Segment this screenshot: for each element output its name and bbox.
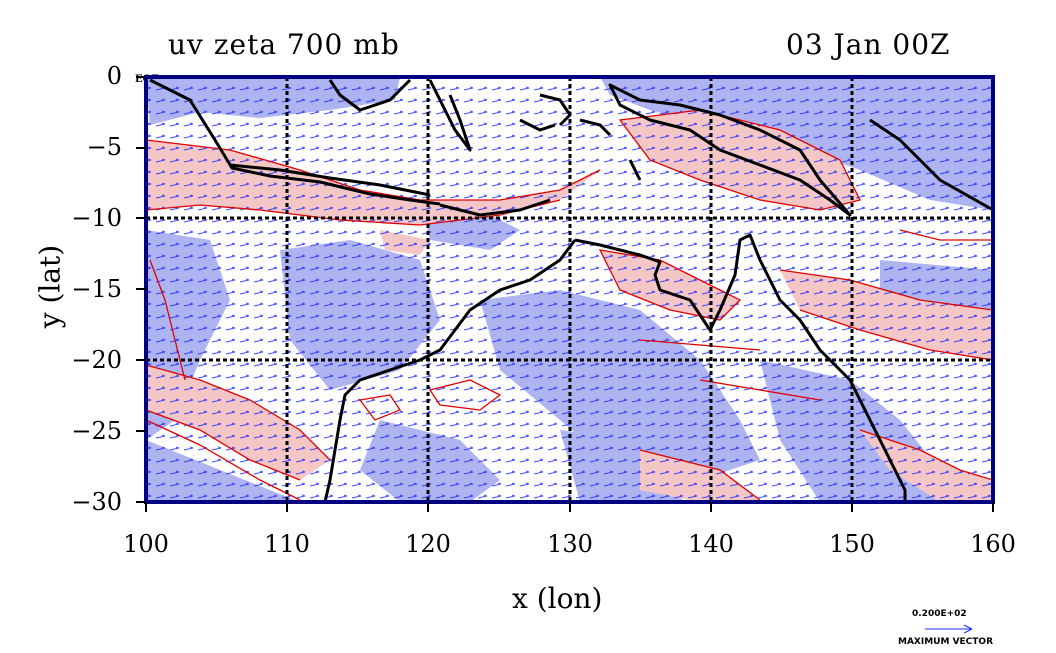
- plot-valid-time: 03 Jan 00Z: [786, 28, 951, 61]
- reference-vector-label: MAXIMUM VECTOR: [898, 637, 994, 647]
- reference-vector-arrow: [925, 624, 973, 634]
- y-tick-label: −15: [71, 275, 122, 303]
- y-axis-label: y (lat): [33, 244, 67, 329]
- y-tick-label: −20: [71, 346, 122, 374]
- x-tick-label: 120: [405, 530, 451, 558]
- y-tick-label: −25: [71, 417, 122, 445]
- y-tick-label: −5: [86, 133, 122, 161]
- x-axis-label: x (lon): [512, 582, 603, 615]
- x-tick-label: 160: [970, 530, 1016, 558]
- positive-vorticity-contours: [146, 109, 993, 501]
- x-tick-label: 150: [829, 530, 875, 558]
- y-tick-label: −10: [71, 204, 122, 232]
- tick-marks: [136, 76, 994, 512]
- grid-lines: [146, 77, 993, 502]
- plot-title: uv zeta 700 mb: [168, 28, 400, 61]
- reference-vector-value: 0.200E+02: [912, 609, 967, 619]
- y-tick-label: 0: [106, 62, 122, 90]
- x-tick-label: 140: [688, 530, 734, 558]
- y-tick-label: −30: [71, 488, 122, 516]
- x-tick-label: 100: [123, 530, 169, 558]
- x-tick-label: 130: [547, 530, 593, 558]
- x-tick-label: 110: [264, 530, 310, 558]
